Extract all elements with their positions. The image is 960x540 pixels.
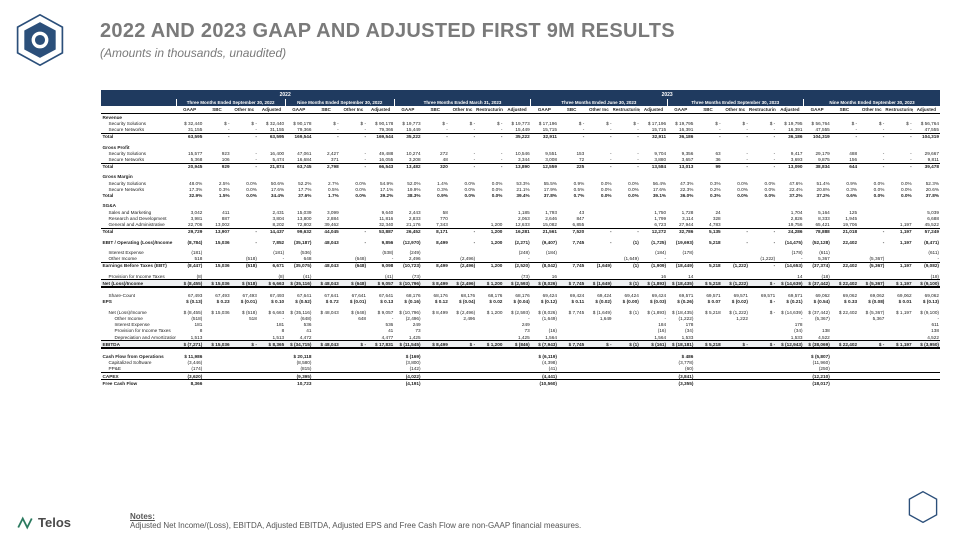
hex-icon-bot	[906, 490, 940, 524]
logo: Telos	[16, 515, 71, 530]
financial-table: 20222023Three Months Ended September 30,…	[100, 90, 940, 490]
footnote: Notes: Adjusted Net Income/(Loss), EBITD…	[130, 512, 581, 530]
hex-icon-top	[12, 12, 68, 68]
page-title: 2022 AND 2023 GAAP AND ADJUSTED FIRST 9M…	[100, 20, 675, 43]
page-subtitle: (Amounts in thousands, unaudited)	[100, 46, 286, 60]
